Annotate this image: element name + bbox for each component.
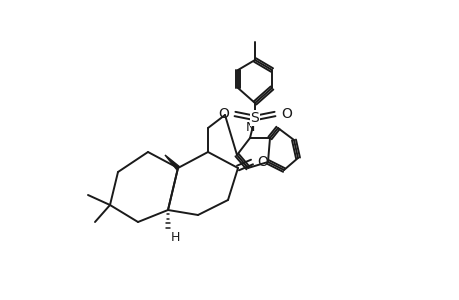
- Text: H: H: [171, 231, 180, 244]
- Text: N: N: [245, 121, 254, 134]
- Text: O: O: [218, 107, 229, 121]
- Polygon shape: [165, 155, 179, 169]
- Text: O: O: [257, 155, 267, 169]
- Text: S: S: [250, 111, 259, 125]
- Text: O: O: [280, 107, 291, 121]
